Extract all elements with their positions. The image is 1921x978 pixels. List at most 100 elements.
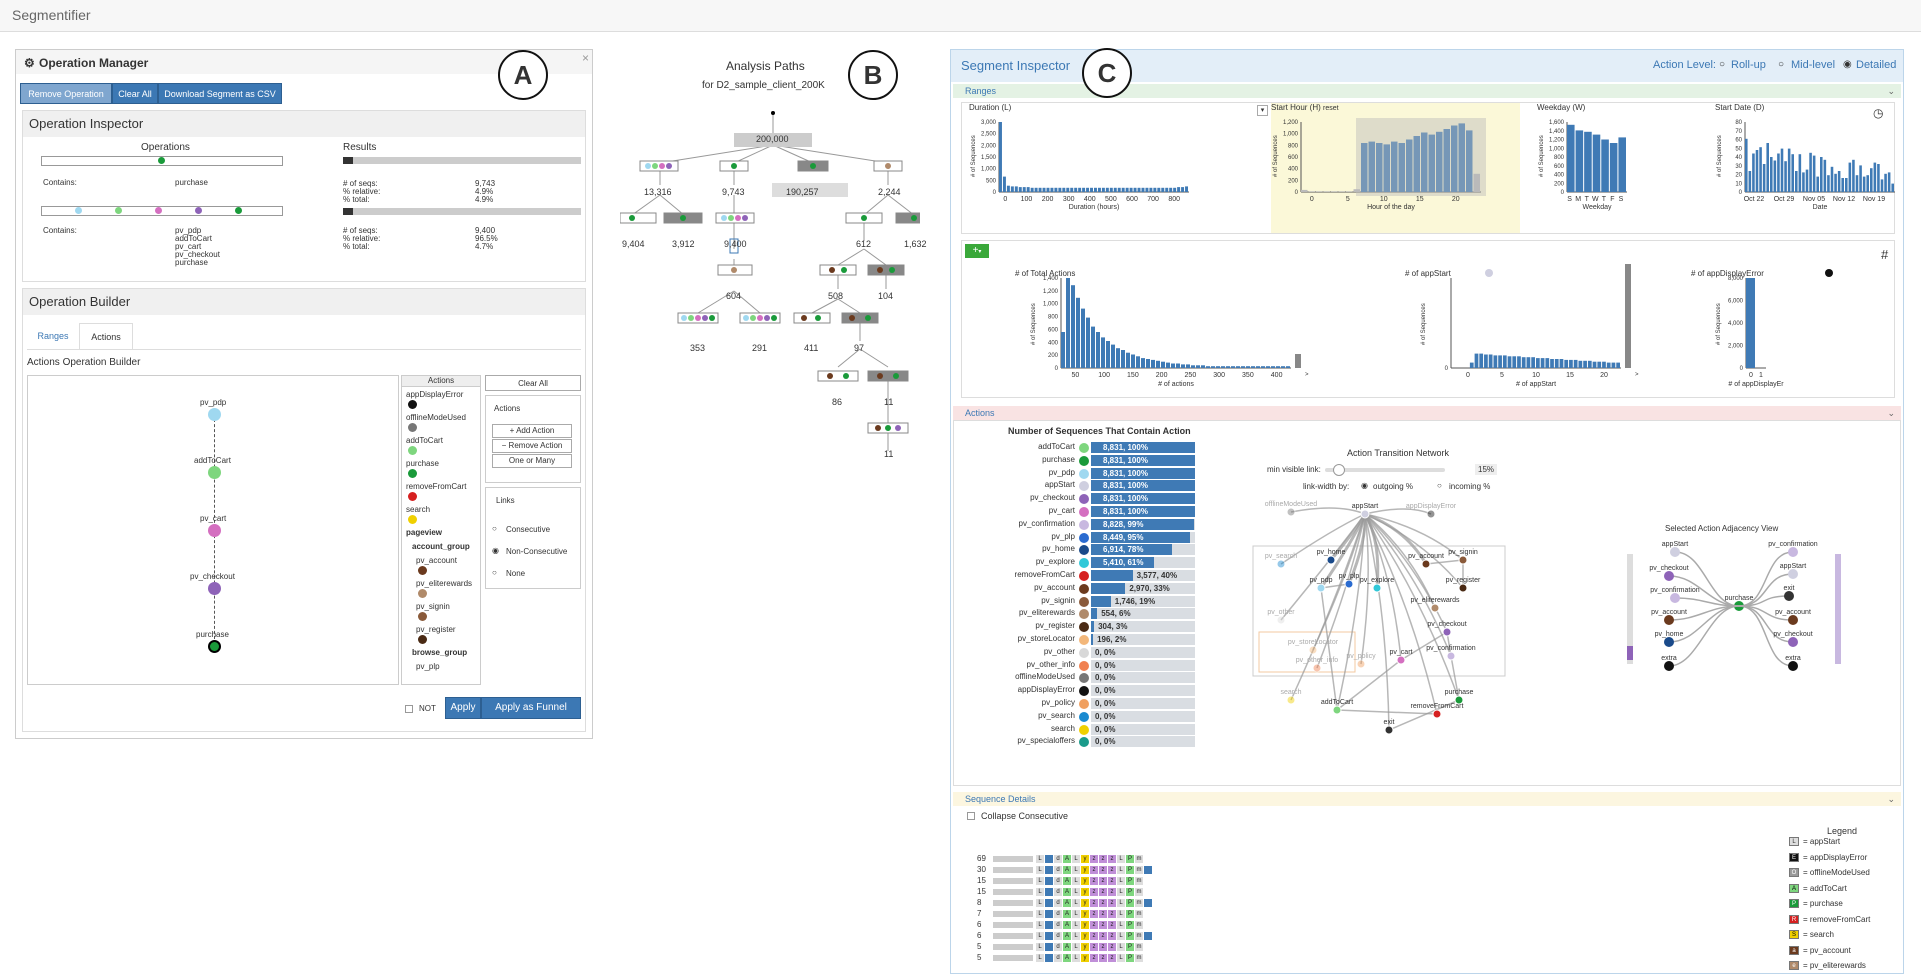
- action-item[interactable]: pv_plp: [416, 662, 440, 671]
- action-group[interactable]: account_group: [412, 542, 470, 551]
- contain-row-track[interactable]: [1091, 736, 1195, 748]
- action-group[interactable]: browse_group: [412, 648, 468, 657]
- contain-row-label[interactable]: pv_plp: [1051, 531, 1075, 541]
- radio-none[interactable]: ○: [492, 568, 497, 577]
- radio-non-consecutive[interactable]: ◉: [492, 546, 499, 555]
- tree-count[interactable]: 3,912: [672, 239, 695, 249]
- action-item[interactable]: purchase: [406, 459, 439, 468]
- action-transition-network[interactable]: start offlineModeUsed appStart appDisplayEr…: [1251, 492, 1551, 762]
- radio-incoming[interactable]: ○: [1437, 481, 1442, 490]
- contain-row-track[interactable]: [1091, 608, 1195, 620]
- action-item[interactable]: search: [406, 505, 431, 514]
- contain-row-label[interactable]: pv_cart: [1048, 506, 1075, 515]
- contain-row-track[interactable]: [1091, 710, 1195, 722]
- chain-node-pv-pdp[interactable]: [208, 408, 221, 421]
- contain-row-track[interactable]: [1091, 595, 1195, 607]
- tree-count[interactable]: 508: [828, 291, 844, 301]
- tab-ranges[interactable]: Ranges: [37, 331, 69, 341]
- contain-row-label[interactable]: pv_other: [1043, 646, 1075, 656]
- one-or-many-button[interactable]: One or Many: [492, 454, 572, 468]
- chain-node-pv-checkout[interactable]: [208, 582, 221, 595]
- adjacency-view[interactable]: purchase appStart pv_checkout pv_confirmati…: [1623, 534, 1853, 684]
- contain-row-label[interactable]: pv_signin: [1041, 595, 1075, 605]
- collapse-checkbox[interactable]: [967, 812, 975, 820]
- contain-row-label[interactable]: search: [1050, 723, 1075, 733]
- apply-button[interactable]: Apply: [445, 697, 481, 719]
- actions-tab[interactable]: Actions ⌄: [953, 406, 1901, 420]
- builder-canvas[interactable]: pv_pdp addToCart pv_cart pv_checkout pur…: [27, 375, 399, 685]
- clear-all-button[interactable]: Clear All: [112, 83, 158, 104]
- contain-row-track[interactable]: [1091, 685, 1195, 697]
- clear-all-small-button[interactable]: Clear All: [485, 375, 581, 391]
- action-item[interactable]: pv_register: [416, 625, 456, 634]
- sequence-details-tab[interactable]: Sequence Details ⌄: [953, 792, 1901, 806]
- tree-count[interactable]: 97: [854, 343, 865, 353]
- contain-row-label[interactable]: pv_storeLocator: [1017, 634, 1075, 643]
- remove-operation-button[interactable]: Remove Operation: [20, 83, 112, 104]
- action-item[interactable]: pv_eliterewards: [416, 579, 473, 588]
- tree-count[interactable]: 11: [884, 397, 894, 407]
- contain-row-track[interactable]: [1091, 634, 1195, 645]
- ranges-tab[interactable]: Ranges ⌄: [953, 84, 1901, 98]
- contain-row-track[interactable]: [1091, 621, 1195, 633]
- contain-row-label[interactable]: purchase: [1042, 454, 1075, 464]
- contain-row-track[interactable]: [1091, 570, 1195, 581]
- tree-count[interactable]: 104: [878, 291, 894, 301]
- hash-icon[interactable]: #: [1881, 247, 1889, 262]
- tree-count[interactable]: 190,257: [786, 187, 819, 197]
- contain-row-label[interactable]: pv_other_info: [1026, 659, 1075, 669]
- radio-consecutive[interactable]: ○: [492, 524, 497, 533]
- radio-outgoing[interactable]: ◉: [1361, 481, 1368, 490]
- link-slider-handle[interactable]: [1333, 464, 1345, 476]
- remove-action-button[interactable]: − Remove Action: [492, 439, 572, 453]
- tree-count[interactable]: 604: [726, 291, 742, 301]
- contain-row-label[interactable]: pv_account: [1034, 582, 1075, 592]
- tree-count[interactable]: 13,316: [644, 187, 672, 197]
- dropdown-toggle[interactable]: ▾: [1257, 105, 1268, 116]
- contain-row-label[interactable]: pv_pdp: [1048, 467, 1075, 477]
- contain-row-label[interactable]: appStart: [1044, 480, 1075, 490]
- action-item[interactable]: addToCart: [406, 436, 443, 445]
- radio-detailed[interactable]: ◉: [1843, 59, 1852, 70]
- chain-node-addtocart[interactable]: [208, 466, 221, 479]
- ranges-charts[interactable]: Duration (L)3,0002,5002,0001,5001,000500…: [951, 100, 1905, 240]
- action-group[interactable]: pageview: [406, 528, 443, 537]
- action-item[interactable]: removeFromCart: [406, 482, 467, 491]
- contain-row-label[interactable]: pv_confirmation: [1018, 518, 1075, 528]
- tree-count[interactable]: 9,743: [722, 187, 745, 197]
- action-item[interactable]: appDisplayError: [406, 390, 464, 399]
- tree-count[interactable]: 353: [690, 343, 706, 353]
- tab-actions[interactable]: Actions: [79, 323, 133, 349]
- apply-funnel-button[interactable]: Apply as Funnel: [481, 697, 581, 719]
- action-item[interactable]: pv_account: [416, 556, 457, 565]
- contain-row-label[interactable]: pv_eliterewards: [1018, 608, 1075, 618]
- contain-row-label[interactable]: pv_home: [1042, 544, 1075, 554]
- add-metric-button[interactable]: +▾: [965, 244, 989, 258]
- contain-row-track[interactable]: [1091, 723, 1195, 735]
- tree-count[interactable]: 9,404: [622, 239, 645, 249]
- contain-row-track[interactable]: [1091, 698, 1195, 709]
- contain-row-label[interactable]: removeFromCart: [1014, 570, 1075, 579]
- contain-row-label[interactable]: pv_explore: [1035, 557, 1075, 567]
- tree-count-root[interactable]: 200,000: [756, 134, 789, 144]
- tree-count[interactable]: 411: [804, 343, 819, 353]
- contain-row-label[interactable]: pv_specialoffers: [1017, 736, 1075, 746]
- contain-row-label[interactable]: appDisplayError: [1017, 685, 1075, 695]
- close-icon[interactable]: ×: [582, 51, 590, 65]
- tree-count[interactable]: 291: [752, 343, 768, 353]
- link-slider[interactable]: [1325, 468, 1445, 472]
- add-action-button[interactable]: + Add Action: [492, 424, 572, 438]
- not-checkbox[interactable]: [405, 705, 413, 713]
- op2-track[interactable]: [41, 206, 283, 216]
- contain-row-track[interactable]: [1091, 672, 1195, 684]
- contain-row-label[interactable]: pv_register: [1035, 621, 1075, 631]
- tree-count[interactable]: 1,632: [904, 239, 927, 249]
- download-csv-button[interactable]: Download Segment as CSV: [158, 83, 282, 104]
